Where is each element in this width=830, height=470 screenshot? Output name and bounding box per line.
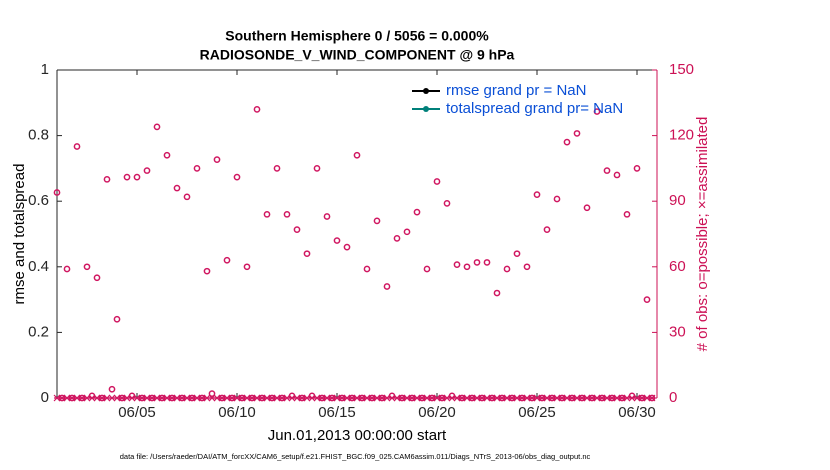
y2-tick-label: 120: [669, 127, 694, 144]
y2-tick-label: 150: [669, 61, 694, 78]
x-tick-label: 06/20: [418, 404, 456, 421]
x-tick-label: 06/10: [218, 404, 256, 421]
possible-obs-marker: [323, 213, 331, 220]
possible-obs-marker: [383, 283, 391, 290]
possible-obs-marker: [93, 274, 101, 282]
possible-obs-marker: [423, 265, 431, 273]
possible-obs-marker: [303, 250, 311, 258]
possible-obs-marker: [333, 237, 341, 244]
possible-obs-marker: [108, 385, 116, 393]
x-tick-label: 06/30: [618, 404, 656, 421]
footnote: data file: /Users/raeder/DAI/ATM_forcXX/…: [120, 452, 591, 461]
y-tick-label: 0.6: [28, 192, 49, 209]
y2-tick-label: 90: [669, 192, 686, 209]
possible-obs-marker: [273, 165, 281, 172]
y-tick-label: 0.8: [28, 127, 49, 144]
possible-obs-marker: [353, 151, 361, 159]
possible-obs-marker: [373, 217, 381, 225]
possible-obs-marker: [343, 243, 351, 251]
possible-obs-marker: [63, 265, 71, 273]
possible-obs-marker: [173, 184, 181, 192]
possible-obs-marker: [643, 296, 651, 303]
y2-tick-label: 60: [669, 258, 686, 275]
y2-axis-label: # of obs: o=possible; ×=assimilated: [694, 117, 711, 352]
y-tick-label: 0.4: [28, 258, 49, 275]
possible-obs-marker: [243, 263, 251, 271]
possible-obs-marker: [513, 250, 521, 258]
x-axis-label: Jun.01,2013 00:00:00 start: [268, 427, 447, 444]
possible-obs-marker: [523, 263, 531, 271]
y-tick-label: 0.2: [28, 323, 49, 340]
possible-obs-marker: [473, 259, 481, 266]
possible-obs-marker: [563, 138, 571, 146]
possible-obs-marker: [223, 256, 231, 264]
possible-obs-marker: [453, 261, 461, 268]
possible-obs-marker: [153, 123, 161, 131]
possible-obs-marker: [403, 228, 411, 236]
possible-obs-marker: [613, 171, 621, 179]
possible-obs-marker: [313, 165, 321, 172]
y-axis-label: rmse and totalspread: [11, 164, 28, 305]
y-tick-label: 1: [41, 61, 49, 78]
possible-obs-marker: [543, 226, 551, 233]
y2-tick-label: 0: [669, 389, 677, 406]
possible-obs-marker: [483, 259, 491, 266]
possible-obs-marker: [183, 193, 191, 201]
possible-obs-marker: [413, 208, 421, 216]
possible-obs-marker: [493, 289, 501, 297]
possible-obs-marker: [363, 265, 371, 273]
possible-obs-marker: [208, 390, 216, 397]
possible-obs-marker: [533, 191, 541, 198]
possible-obs-marker: [433, 178, 441, 185]
x-tick-label: 06/15: [318, 404, 356, 421]
possible-obs-marker: [633, 165, 641, 172]
possible-obs-marker: [623, 210, 631, 218]
possible-obs-marker: [123, 173, 131, 181]
possible-obs-marker: [503, 265, 511, 273]
possible-obs-marker: [233, 173, 241, 181]
legend-marker: [423, 88, 429, 94]
possible-obs-marker: [583, 204, 591, 212]
possible-obs-marker: [393, 235, 401, 242]
legend-label: rmse grand pr = NaN: [446, 82, 586, 99]
possible-obs-marker: [103, 175, 111, 183]
assimilated-obs-marker: [648, 394, 656, 402]
chart-subtitle: RADIOSONDE_V_WIND_COMPONENT @ 9 hPa: [200, 47, 515, 63]
legend-label: totalspread grand pr= NaN: [446, 100, 623, 117]
possible-obs-marker: [73, 143, 81, 150]
possible-obs-marker: [553, 195, 561, 203]
y-tick-label: 0: [41, 389, 49, 406]
x-tick-label: 06/05: [118, 404, 156, 421]
y2-tick-label: 30: [669, 323, 686, 340]
possible-obs-marker: [143, 167, 151, 174]
possible-obs-marker: [603, 167, 611, 174]
possible-obs-marker: [203, 267, 211, 275]
possible-obs-marker: [193, 165, 201, 172]
possible-obs-marker: [593, 108, 601, 115]
possible-obs-marker: [213, 156, 221, 164]
possible-obs-marker: [293, 226, 301, 233]
possible-obs-marker: [263, 210, 271, 218]
possible-obs-marker: [463, 263, 471, 271]
possible-obs-marker: [283, 210, 291, 218]
legend-marker: [423, 106, 429, 112]
x-tick-label: 06/25: [518, 404, 556, 421]
possible-obs-marker: [443, 200, 451, 207]
possible-obs-marker: [83, 263, 91, 271]
possible-obs-marker: [163, 151, 171, 159]
possible-obs-marker: [53, 189, 61, 196]
possible-obs-marker: [113, 315, 121, 323]
possible-obs-marker: [253, 106, 261, 113]
possible-obs-marker: [133, 173, 141, 181]
possible-obs-marker: [573, 130, 581, 137]
chart-title: Southern Hemisphere 0 / 5056 = 0.000%: [225, 28, 489, 44]
